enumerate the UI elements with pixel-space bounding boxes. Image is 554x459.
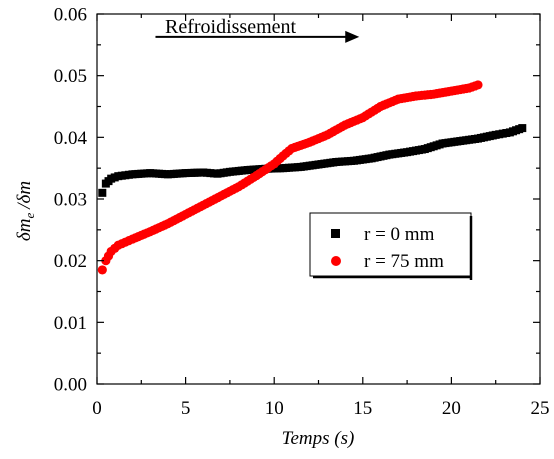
x-tick-label: 15 [353, 398, 372, 419]
y-tick-label: 0.02 [54, 251, 87, 272]
x-tick-label: 25 [531, 398, 550, 419]
y-axis-title: δme/δm [14, 181, 37, 241]
annotation-arrowhead [345, 30, 360, 43]
y-tick-label: 0.00 [54, 375, 87, 396]
data-point [473, 80, 483, 90]
x-tick-label: 0 [92, 398, 102, 419]
series-2 [97, 80, 483, 275]
series-1 [98, 124, 527, 197]
x-tick-label: 5 [181, 398, 191, 419]
x-tick-label: 20 [442, 398, 461, 419]
y-tick-label: 0.04 [54, 128, 88, 149]
plot-marks [97, 80, 527, 275]
y-tick-label: 0.01 [54, 313, 87, 334]
y-axis-title-text: δme/δm [14, 181, 37, 241]
legend: r = 0 mm r = 75 mm [309, 212, 473, 280]
y-tick-label: 0.03 [54, 190, 87, 211]
data-point [97, 265, 107, 275]
data-point [518, 124, 527, 133]
annotation: Refroidissement [155, 16, 360, 43]
y-tick-label: 0.06 [54, 5, 87, 26]
legend-label: r = 0 mm [364, 224, 435, 245]
plot-frame [96, 13, 541, 385]
axis-ticks: 0 5 10 15 20 25 0.00 0.01 0.02 0.03 0.04 0.05 0.06 [54, 5, 550, 420]
data-point [98, 188, 107, 197]
y-tick-label: 0.05 [54, 66, 87, 87]
x-axis-title: Temps (s) [282, 428, 355, 449]
legend-label: r = 75 mm [364, 251, 444, 272]
annotation-text: Refroidissement [165, 16, 297, 38]
legend-square-marker [331, 229, 340, 238]
legend-circle-marker [331, 256, 341, 266]
x-tick-label: 10 [265, 398, 284, 419]
